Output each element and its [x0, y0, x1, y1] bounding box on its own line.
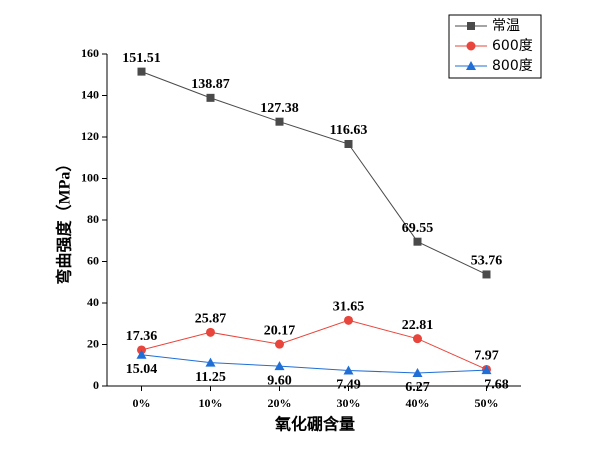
data-label: 17.36: [126, 329, 158, 344]
data-label: 31.65: [333, 300, 365, 315]
data-label: 7.49: [336, 378, 361, 393]
y-tick-label: 60: [87, 253, 99, 267]
series-line: [141, 71, 487, 275]
data-point: [344, 315, 353, 325]
x-tick-label: 50%: [475, 396, 499, 410]
data-point: [482, 270, 491, 279]
y-axis-label: 弯曲强度（MPa）: [55, 156, 74, 285]
data-label: 25.87: [195, 312, 227, 327]
x-tick-label: 30%: [337, 396, 361, 410]
data-point: [413, 334, 422, 344]
data-label: 53.76: [471, 254, 503, 269]
x-tick-label: 20%: [268, 396, 292, 410]
data-label: 11.25: [195, 370, 226, 385]
legend-label: 800度: [492, 58, 533, 74]
data-point: [481, 365, 492, 375]
y-tick-label: 140: [81, 87, 99, 101]
data-point: [206, 327, 215, 337]
series-line: [141, 354, 487, 374]
legend-marker: [466, 61, 476, 70]
y-tick-label: 100: [81, 170, 99, 184]
x-axis-label: 氧化硼含量: [274, 415, 355, 434]
data-label: 6.27: [405, 380, 430, 395]
data-point: [343, 365, 354, 375]
x-tick-label: 0%: [133, 396, 151, 410]
y-tick-label: 80: [87, 212, 99, 226]
data-label: 7.68: [484, 377, 509, 392]
data-label: 138.87: [191, 77, 230, 92]
y-tick-label: 40: [87, 295, 99, 309]
data-point: [206, 93, 215, 102]
data-point: [274, 361, 285, 371]
legend-label: 600度: [492, 38, 533, 54]
data-label: 151.51: [122, 51, 161, 66]
data-point: [413, 237, 422, 246]
data-label: 20.17: [264, 323, 296, 338]
data-label: 116.63: [330, 123, 368, 138]
data-point: [137, 67, 146, 76]
y-tick-label: 20: [87, 336, 99, 350]
data-point: [275, 117, 284, 126]
x-tick-label: 40%: [406, 396, 430, 410]
data-point: [344, 139, 353, 148]
legend-marker: [467, 22, 475, 30]
legend-marker: [466, 41, 476, 51]
series-line: [141, 319, 487, 370]
data-label: 9.60: [267, 373, 292, 388]
data-label: 22.81: [402, 318, 434, 333]
y-tick-label: 0: [93, 378, 99, 392]
data-label: 69.55: [402, 221, 434, 236]
data-point: [275, 339, 284, 349]
data-point: [412, 367, 423, 377]
data-point: [205, 357, 216, 367]
legend-label: 常温: [492, 18, 520, 34]
y-tick-label: 160: [81, 46, 99, 60]
x-tick-label: 10%: [199, 396, 223, 410]
data-label: 15.04: [126, 362, 158, 377]
data-label: 127.38: [260, 101, 299, 116]
data-label: 7.97: [474, 349, 499, 364]
y-tick-label: 120: [81, 129, 99, 143]
data-point: [136, 349, 147, 359]
